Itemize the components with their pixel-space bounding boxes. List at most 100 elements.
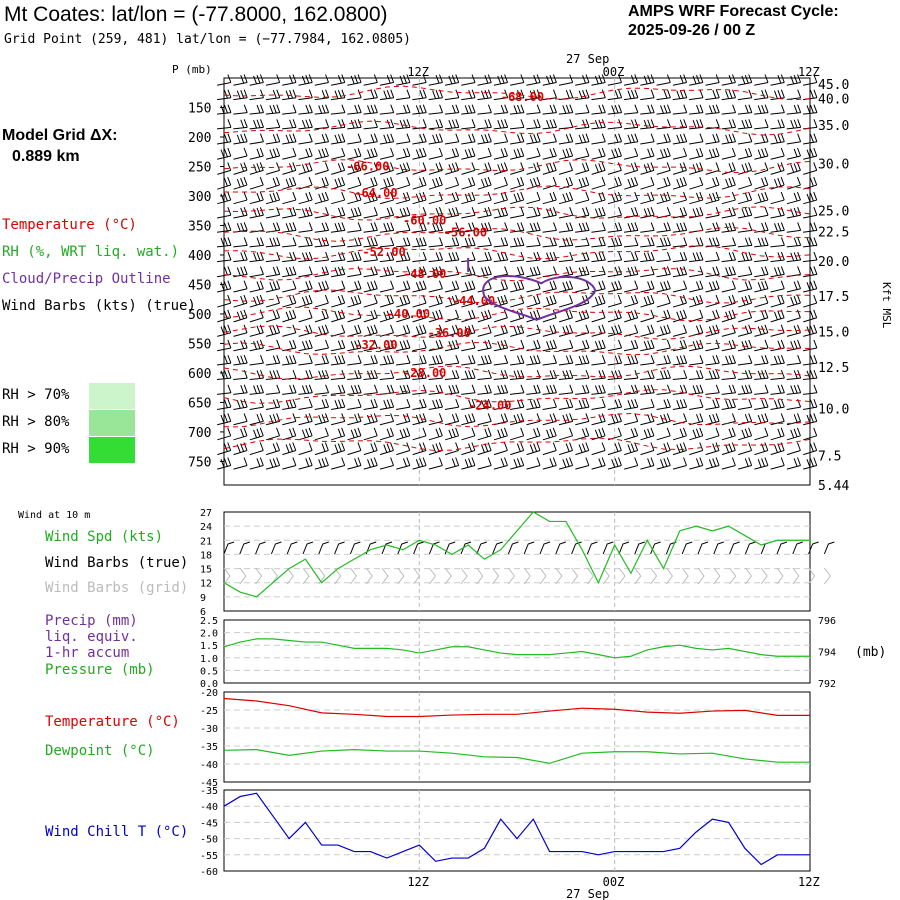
wind-barb	[689, 74, 704, 86]
wind-barb	[412, 147, 427, 160]
wind-barb	[770, 133, 785, 145]
wind-barb	[444, 457, 460, 470]
wind-barb	[786, 294, 801, 308]
wind-barb	[542, 133, 557, 145]
wind-barb	[689, 89, 704, 101]
wind-barb	[526, 176, 541, 190]
wind-barb	[347, 147, 362, 160]
wind-barb	[331, 324, 346, 337]
wind-barb	[216, 237, 232, 248]
wind-barb	[282, 309, 297, 323]
wind-barb	[721, 266, 736, 278]
wind-barb	[298, 147, 313, 160]
wind-barb	[803, 191, 818, 205]
wind-barb	[412, 207, 427, 219]
wind-barb	[786, 339, 802, 352]
wind-barb	[282, 369, 297, 381]
wind-barb	[705, 324, 720, 337]
wind-barb	[526, 457, 541, 470]
wind-barb	[591, 133, 606, 145]
wind-barb	[526, 191, 541, 205]
temp-panel-ytick-label: -20	[200, 688, 218, 699]
wind-barb	[803, 147, 818, 160]
pressure-right-tick-label: 792	[818, 679, 836, 690]
wind-barb	[737, 147, 753, 160]
height-tick-label: 12.5	[818, 361, 849, 376]
wind-barb	[445, 294, 460, 308]
wind-barb	[412, 119, 427, 130]
wind-barb	[510, 280, 525, 293]
wind-barb	[379, 413, 395, 426]
wind-barb-true	[697, 541, 709, 555]
wind-barb	[721, 119, 737, 130]
wind-barb	[575, 398, 590, 410]
wind-barb	[363, 104, 378, 115]
wind-barb	[282, 294, 297, 308]
wind-barb	[558, 339, 574, 352]
wind-barb	[493, 369, 509, 381]
wind-barb	[689, 191, 704, 205]
wind-barb	[558, 191, 574, 205]
wind-barb	[461, 207, 476, 219]
wind-barb	[477, 147, 492, 160]
wind-barb	[786, 147, 801, 160]
wind-barb	[216, 222, 232, 233]
rh-swatch-70	[89, 383, 135, 409]
wind-barb	[705, 251, 720, 263]
wind-barb	[282, 266, 297, 278]
wind-barb	[526, 222, 541, 233]
wind-barb	[623, 104, 639, 115]
wind-barb	[754, 457, 769, 470]
wind-barb	[249, 384, 264, 395]
wind-barb	[412, 280, 427, 293]
wind-barb	[591, 176, 606, 190]
wind-barb	[607, 457, 622, 470]
wind-barb	[461, 74, 476, 86]
wind-barb	[493, 457, 508, 470]
wind-barb	[754, 119, 769, 130]
wind-barb	[624, 413, 639, 426]
wind-barb	[412, 457, 427, 470]
wind-barb	[249, 176, 264, 190]
wind-barb	[623, 74, 639, 86]
wind-barb	[656, 413, 671, 426]
wind-barb	[428, 280, 443, 293]
wind-barb	[591, 442, 606, 456]
wind-barb	[347, 413, 362, 426]
wind-barb	[656, 222, 671, 233]
wind-barb	[591, 413, 606, 426]
wind-barb	[363, 162, 378, 175]
wind-barb	[379, 104, 395, 115]
wind-barb	[672, 176, 687, 190]
grid-point-label: Grid Point (259, 481) lat/lon = (−77.798…	[4, 32, 411, 47]
wind-barb	[510, 294, 525, 308]
wind-barb	[786, 176, 801, 190]
wind-barb	[510, 176, 525, 190]
wind-barb	[509, 222, 525, 233]
wind-barb	[542, 398, 557, 410]
wind-barb	[705, 89, 720, 101]
wind-barb	[607, 339, 623, 352]
wind-barb	[379, 222, 395, 233]
wind-barb	[477, 442, 492, 456]
forecast-cycle-value: 2025-09-26 / 00 Z	[628, 22, 756, 39]
wind-barb	[347, 176, 362, 190]
wind-barb	[624, 309, 639, 323]
wind-barb	[689, 280, 704, 293]
wind-barb	[265, 324, 281, 337]
wind-barb	[786, 309, 801, 323]
wind-barb	[314, 294, 329, 308]
wind-barb	[558, 280, 574, 293]
wind-barb	[689, 427, 704, 441]
wind-barb	[510, 427, 525, 441]
windchill-panel-ytick-label: -40	[200, 802, 218, 813]
wind-barb	[575, 222, 590, 233]
wind-barb-grid	[729, 567, 737, 585]
wind-barb	[379, 266, 395, 278]
wind-barb	[217, 413, 232, 426]
wind-barb	[558, 413, 574, 426]
wind-barb	[265, 74, 281, 86]
wind-barb	[330, 354, 346, 366]
wind-speed-line	[223, 511, 810, 598]
wind-barb	[217, 133, 232, 145]
